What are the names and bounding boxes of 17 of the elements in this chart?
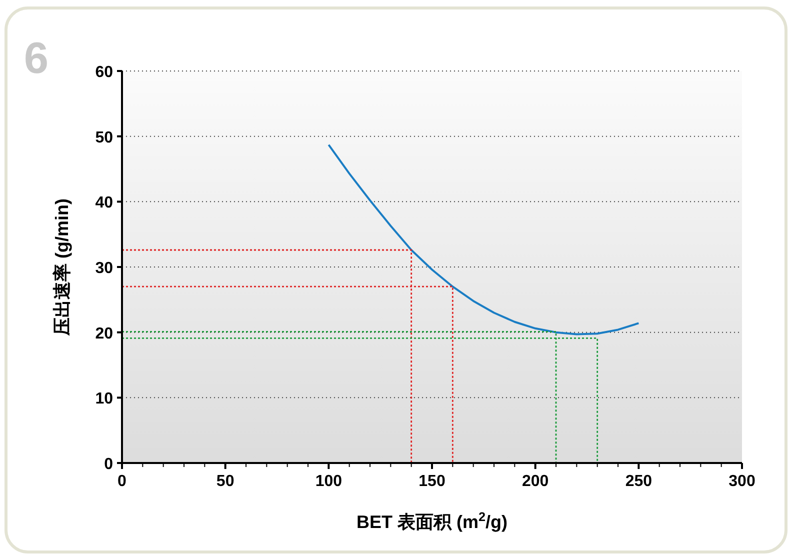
x-tick-label: 150 — [418, 473, 446, 490]
x-tick-label: 200 — [522, 473, 549, 490]
x-tick-label: 100 — [315, 473, 342, 490]
y-tick-label: 30 — [95, 260, 114, 277]
line-series — [328, 144, 640, 336]
x-tick-label: 250 — [625, 473, 652, 490]
x-tick-label: 50 — [216, 473, 234, 490]
x-tick-label: 300 — [728, 473, 756, 490]
x-axis-title: BET 表面积 (m$^{2}$/g) — [356, 510, 508, 532]
y-axis-title: 压出速率 (g/min) — [52, 198, 72, 336]
y-tick-label: 60 — [95, 64, 114, 81]
x-tick-label: 0 — [118, 473, 127, 490]
y-tick-label: 0 — [104, 456, 114, 473]
y-tick-label: 50 — [95, 129, 114, 146]
y-tick-label: 20 — [95, 325, 114, 342]
y-tick-label: 10 — [95, 390, 114, 408]
y-tick-label: 40 — [95, 194, 114, 212]
